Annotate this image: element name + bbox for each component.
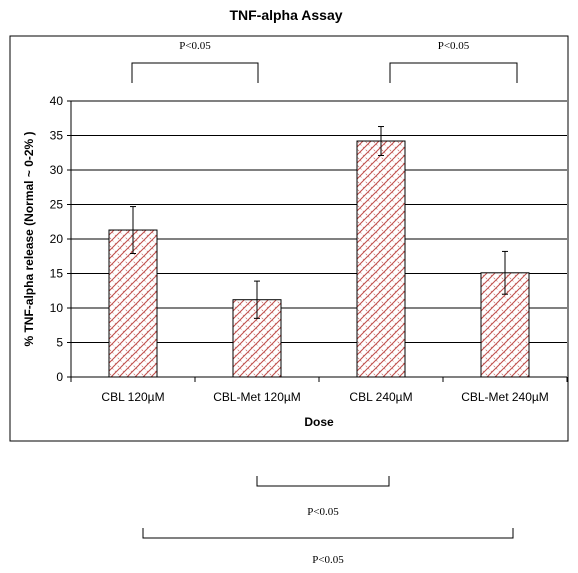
y-tick-label: 40 — [50, 94, 64, 108]
y-tick-label: 0 — [56, 370, 63, 384]
x-tick-label: CBL-Met 120µM — [213, 390, 301, 404]
chart-title: TNF-alpha Assay — [229, 7, 342, 23]
significance-label: P<0.05 — [179, 40, 211, 52]
significance-label: P<0.05 — [438, 40, 470, 52]
x-axis-label: Dose — [304, 415, 334, 429]
y-tick-label: 30 — [50, 163, 64, 177]
significance-bracket — [142, 528, 514, 539]
y-axis-label: % TNF-alpha release (Normal ~ 0-2% ) — [22, 131, 36, 346]
y-tick-label: 15 — [50, 267, 64, 281]
significance-bracket — [389, 62, 518, 83]
significance-label: P<0.05 — [312, 554, 344, 566]
x-tick-label: CBL-Met 240µM — [461, 390, 549, 404]
y-tick-label: 5 — [56, 336, 63, 350]
y-tick-label: 25 — [50, 198, 64, 212]
y-tick-label: 35 — [50, 129, 64, 143]
y-tick-label: 10 — [50, 301, 64, 315]
significance-bracket — [131, 62, 259, 83]
chart-area-frame — [9, 35, 569, 442]
bar-3 — [356, 140, 406, 378]
y-tick-label: 20 — [50, 232, 64, 246]
significance-bracket — [256, 476, 390, 487]
x-tick-label: CBL 240µM — [349, 390, 412, 404]
significance-label: P<0.05 — [307, 506, 339, 518]
x-tick-label: CBL 120µM — [101, 390, 164, 404]
